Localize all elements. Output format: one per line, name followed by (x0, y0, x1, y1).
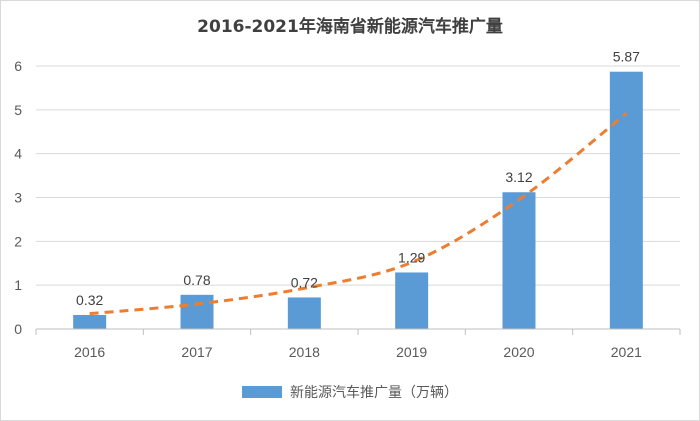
bar-2018 (287, 297, 321, 329)
y-tick-label: 1 (14, 277, 22, 293)
x-tick-label: 2021 (611, 344, 642, 360)
bar-2017 (180, 294, 214, 329)
y-tick-label: 4 (14, 146, 22, 162)
y-tick-label: 3 (14, 190, 22, 206)
data-label-2017: 0.78 (183, 272, 210, 288)
data-label-2018: 0.72 (291, 274, 318, 290)
data-label-2019: 1.29 (398, 249, 425, 265)
y-tick-label: 6 (14, 58, 22, 74)
bar-2016 (73, 314, 107, 329)
gridlines (36, 65, 680, 330)
legend-swatch (242, 386, 282, 398)
y-tick-label: 5 (14, 102, 22, 118)
legend-label: 新能源汽车推广量（万辆） (290, 385, 458, 401)
x-axis-ticks: 2016 2017 2018 2019 2020 2021 (35, 328, 681, 360)
x-tick-label: 2018 (289, 344, 320, 360)
x-tick-label: 2020 (503, 344, 534, 360)
data-label-2021: 5.87 (613, 49, 640, 65)
x-tick-label: 2016 (74, 344, 105, 360)
data-label-2016: 0.32 (76, 292, 103, 308)
y-tick-label: 2 (14, 233, 22, 249)
y-tick-label: 0 (14, 321, 22, 337)
chart-title: 2016-2021年海南省新能源汽车推广量 (197, 17, 503, 37)
legend: 新能源汽车推广量（万辆） (0, 382, 700, 402)
exponential-trendline (89, 112, 628, 316)
x-tick-label: 2017 (181, 344, 212, 360)
bar-2021 (609, 71, 643, 329)
bars (73, 71, 643, 329)
trendline (89, 112, 628, 316)
data-label-2020: 3.12 (505, 169, 532, 185)
data-labels: 0.32 0.78 0.72 1.29 3.12 5.87 (76, 49, 640, 308)
bar-2019 (395, 272, 429, 329)
y-axis-ticks: 0 1 2 3 4 5 6 (14, 58, 22, 337)
x-tick-label: 2019 (396, 344, 427, 360)
bar-2020 (502, 192, 536, 329)
